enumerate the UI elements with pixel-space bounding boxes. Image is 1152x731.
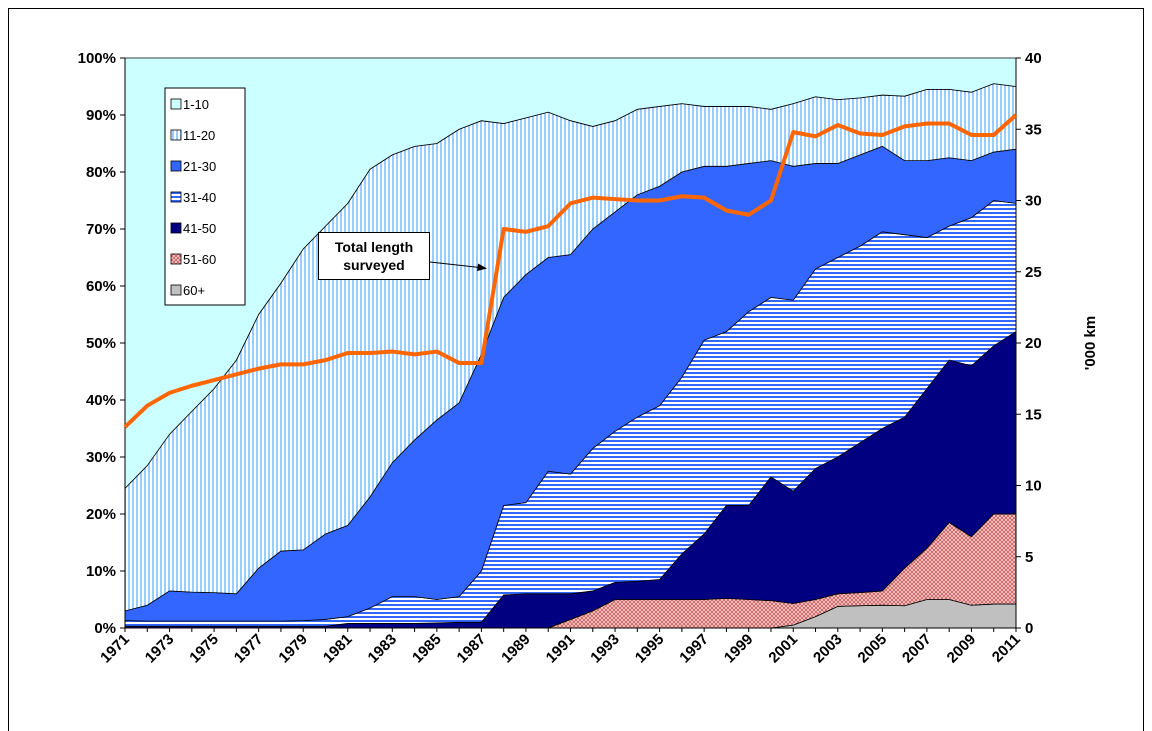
x-tick-label: 2011 [989, 631, 1024, 666]
x-tick-label: 2007 [899, 631, 935, 667]
legend-swatch [170, 253, 182, 265]
legend-swatch [170, 284, 182, 296]
x-tick-label: 1993 [587, 631, 623, 667]
x-tick-label: 1975 [186, 631, 222, 667]
annotation: Total length surveyed [318, 232, 430, 280]
legend-swatch [170, 160, 182, 172]
y-tick-label: 30% [86, 449, 116, 466]
y-tick-label: 0% [94, 620, 116, 637]
annotation-arrowhead [477, 263, 487, 271]
y-tick-label: 40% [86, 392, 116, 409]
x-tick-label: 1983 [365, 631, 401, 667]
legend-swatch [170, 191, 182, 203]
y2-tick-label: 30 [1025, 193, 1042, 210]
y-tick-label: 20% [86, 506, 116, 523]
x-tick-label: 1979 [275, 631, 311, 667]
y2-axis-title: '000 km [1082, 316, 1099, 370]
x-tick-label: 1989 [498, 631, 534, 667]
x-tick-label: 1981 [320, 631, 356, 667]
y2-tick-label: 40 [1025, 50, 1042, 67]
x-tick-label: 1973 [142, 631, 178, 667]
x-tick-label: 1977 [231, 631, 267, 667]
x-tick-label: 1991 [543, 631, 579, 667]
legend-label: 21-30 [183, 159, 216, 174]
y2-tick-label: 5 [1025, 549, 1033, 566]
annotation-arrow [429, 261, 485, 269]
y-tick-label: 90% [86, 107, 116, 124]
x-tick-label: 1985 [409, 631, 445, 667]
x-tick-label: 2005 [855, 631, 891, 667]
y2-tick-label: 35 [1025, 121, 1042, 138]
y2-tick-label: 0 [1025, 620, 1033, 637]
x-tick-label: 1995 [632, 631, 668, 667]
legend-label: 41-50 [183, 221, 216, 236]
frame [8, 8, 1144, 731]
legend-label: 11-20 [183, 128, 215, 143]
legend-label: 1-10 [183, 97, 209, 112]
y-tick-label: 70% [86, 221, 116, 238]
y-tick-label: 60% [86, 278, 116, 295]
x-tick-label: 1997 [676, 631, 712, 667]
x-tick-label: 2001 [765, 631, 801, 667]
x-tick-label: 1999 [721, 631, 757, 667]
y2-tick-label: 15 [1025, 406, 1042, 423]
legend-swatch [170, 129, 182, 141]
line [123, 113, 1018, 429]
y2-tick-label: 10 [1025, 478, 1042, 495]
legend-label: 60+ [183, 283, 205, 298]
legend-label: 31-40 [183, 190, 216, 205]
x-tick-label: 1987 [454, 631, 490, 667]
y-tick-label: 100% [78, 50, 116, 67]
legend-swatch [170, 98, 182, 110]
legend-swatch [170, 222, 182, 234]
x-tick-label: 2009 [944, 631, 980, 667]
x-tick-label: 2003 [810, 631, 846, 667]
y-tick-label: 50% [86, 335, 116, 352]
legend-label: 51-60 [183, 252, 216, 267]
y2-tick-label: 25 [1025, 264, 1042, 281]
y2-tick-label: 20 [1025, 335, 1042, 352]
y-tick-label: 10% [86, 563, 116, 580]
y-tick-label: 80% [86, 164, 116, 181]
